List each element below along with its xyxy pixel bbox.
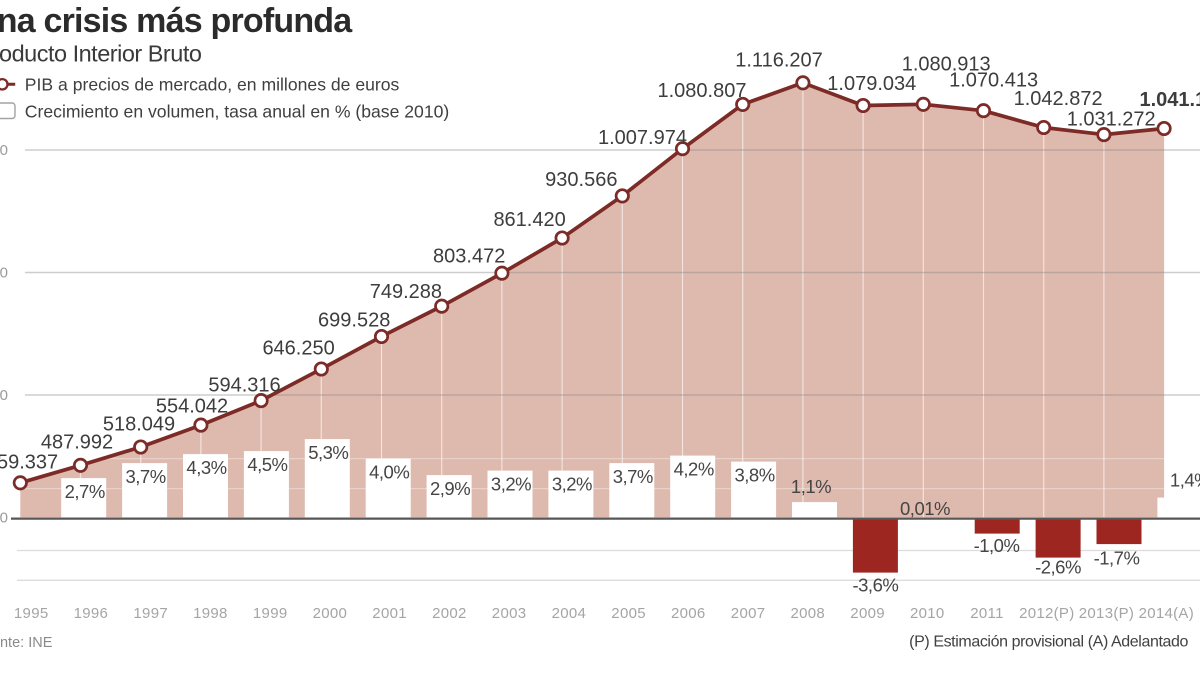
svg-text:3,2%: 3,2% [491,474,531,495]
svg-text:749.288: 749.288 [370,281,442,303]
svg-text:800.000: 800.000 [0,265,8,282]
svg-text:5,3%: 5,3% [308,442,348,463]
svg-text:-1,7%: -1,7% [1094,548,1140,569]
svg-text:487.992: 487.992 [41,432,113,454]
svg-text:2006: 2006 [671,605,706,622]
svg-text:3,8%: 3,8% [735,465,775,486]
svg-text:803.472: 803.472 [433,246,505,268]
svg-text:2005: 2005 [611,605,646,622]
svg-text:2013(P): 2013(P) [1079,605,1134,622]
svg-text:2,7%: 2,7% [65,481,105,502]
svg-text:2012(P): 2012(P) [1019,605,1074,622]
svg-text:1997: 1997 [133,605,168,622]
svg-text:1995: 1995 [14,605,49,622]
svg-text:400.000: 400.000 [0,510,8,527]
svg-text:1.079.034: 1.079.034 [827,73,916,95]
svg-text:459.337: 459.337 [0,452,58,474]
svg-text:1,1%: 1,1% [791,476,831,497]
svg-text:0,01%: 0,01% [900,498,950,519]
svg-text:2,9%: 2,9% [430,478,470,499]
svg-text:3,7%: 3,7% [613,466,653,487]
svg-text:-1,0%: -1,0% [974,535,1020,556]
svg-text:(P) Estimación provisional (A): (P) Estimación provisional (A) Adelantad… [909,634,1188,651]
svg-text:2002: 2002 [432,605,467,622]
svg-text:594.316: 594.316 [208,375,280,397]
svg-text:4,3%: 4,3% [186,457,226,478]
svg-text:Una crisis más profunda: Una crisis más profunda [0,2,353,40]
svg-text:2010: 2010 [910,605,945,622]
svg-text:861.420: 861.420 [493,209,565,231]
svg-text:1.041.160: 1.041.160 [1140,89,1200,111]
svg-text:699.528: 699.528 [318,310,390,332]
svg-text:1.080.807: 1.080.807 [658,80,747,102]
svg-text:2001: 2001 [372,605,407,622]
svg-text:2014(A): 2014(A) [1139,605,1194,622]
svg-text:4,2%: 4,2% [674,459,714,480]
svg-text:2000: 2000 [313,605,348,622]
svg-text:1.080.913: 1.080.913 [902,53,991,75]
svg-text:1996: 1996 [74,605,109,622]
svg-text:1,4%: 1,4% [1170,470,1200,491]
svg-text:646.250: 646.250 [262,337,334,359]
svg-text:600.000: 600.000 [0,387,8,404]
svg-text:2007: 2007 [731,605,766,622]
svg-text:1998: 1998 [193,605,228,622]
svg-text:3,7%: 3,7% [126,466,166,487]
svg-text:2011: 2011 [970,605,1003,622]
svg-text:2004: 2004 [552,605,587,622]
svg-text:Fuente: INE: Fuente: INE [0,635,53,651]
svg-text:2003: 2003 [492,605,527,622]
svg-text:1.116.207: 1.116.207 [735,50,823,72]
svg-text:1.042.872: 1.042.872 [1014,88,1103,110]
svg-text:-3,6%: -3,6% [852,575,898,596]
svg-text:Crecimiento en volumen, tasa a: Crecimiento en volumen, tasa anual en % … [25,102,449,122]
svg-text:1.031.272: 1.031.272 [1067,109,1156,131]
svg-text:PIB a precios de mercado, en m: PIB a precios de mercado, en millones de… [25,75,400,95]
svg-text:1.070.413: 1.070.413 [949,70,1038,92]
svg-text:2008: 2008 [791,605,826,622]
svg-text:4,0%: 4,0% [369,462,409,483]
svg-text:-2,6%: -2,6% [1035,557,1081,578]
svg-text:1.007.974: 1.007.974 [598,127,687,149]
svg-text:1999: 1999 [253,605,288,622]
svg-text:930.566: 930.566 [545,169,617,191]
svg-text:4,5%: 4,5% [247,454,287,475]
svg-text:3,2%: 3,2% [552,474,592,495]
svg-text:518.049: 518.049 [103,414,175,436]
svg-text:2009: 2009 [850,605,885,622]
svg-text:Producto Interior Bruto: Producto Interior Bruto [0,41,202,67]
svg-text:554.042: 554.042 [156,396,228,418]
svg-text:1.000.000: 1.000.000 [0,142,8,159]
